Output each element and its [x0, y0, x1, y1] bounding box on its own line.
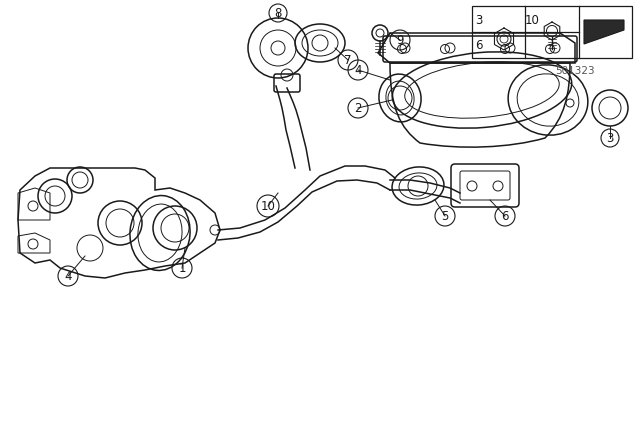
- Text: 6: 6: [476, 39, 483, 52]
- Text: 501323: 501323: [555, 66, 595, 76]
- Text: 7: 7: [344, 53, 352, 66]
- Bar: [472, 6, 632, 58]
- Text: 5: 5: [442, 210, 449, 223]
- Text: 10: 10: [260, 199, 275, 212]
- Text: 4: 4: [64, 270, 72, 283]
- Text: 6: 6: [501, 210, 509, 223]
- Text: 8: 8: [275, 7, 282, 20]
- Text: 4: 4: [355, 64, 362, 77]
- Text: 1: 1: [179, 262, 186, 275]
- Polygon shape: [584, 20, 624, 44]
- Text: 9: 9: [396, 34, 404, 47]
- Text: 3: 3: [606, 132, 614, 145]
- Text: 10: 10: [525, 13, 540, 26]
- Text: 2: 2: [355, 102, 362, 115]
- Text: 3: 3: [476, 13, 483, 26]
